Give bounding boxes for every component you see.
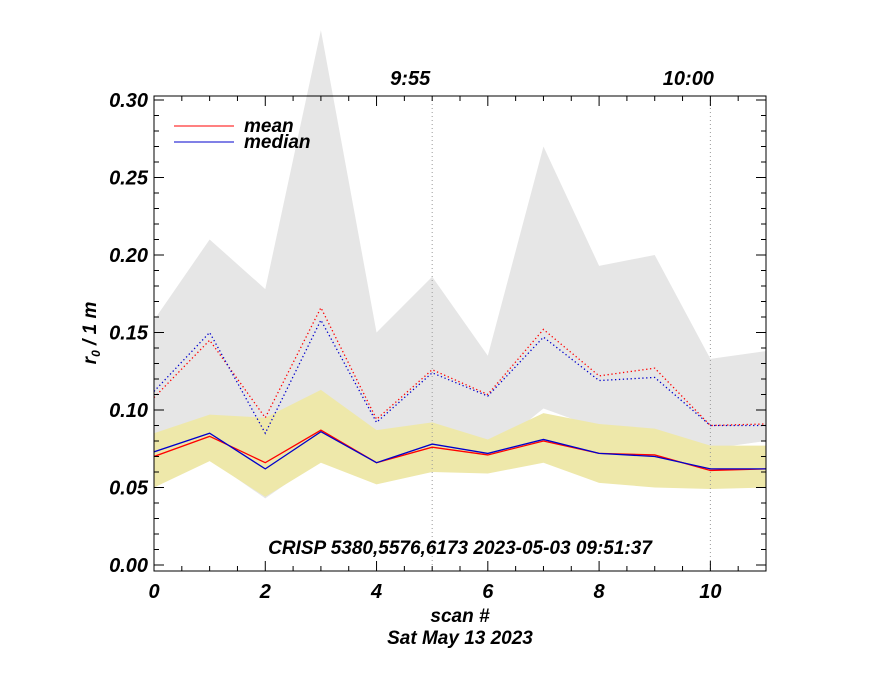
y-tick-label: 0.20	[109, 245, 148, 267]
legend-label-median: median	[244, 132, 311, 153]
legend: mean median	[174, 116, 311, 153]
y-tick-label: 0.30	[109, 90, 148, 112]
top-axis-label-0: 9:55	[390, 68, 431, 90]
annotation: CRISP 5380,5576,6173 2023-05-03 09:51:37	[268, 538, 653, 559]
series-line-median-dotted	[154, 318, 766, 435]
y-tick-label: 0.25	[109, 168, 149, 190]
series-layer	[154, 306, 766, 472]
x-tick-label: 10	[699, 581, 721, 603]
x-tick-label: 8	[594, 581, 606, 603]
top-axis-label-1: 10:00	[663, 68, 714, 90]
y-tick-label: 0.00	[109, 555, 148, 577]
ticks-layer	[153, 96, 767, 571]
x-axis-title: scan #	[430, 606, 490, 627]
y-axis-title: r0 / 1 m	[80, 302, 103, 365]
y-tick-label: 0.10	[109, 400, 148, 422]
legend-label-mean: mean	[244, 116, 294, 137]
gray-range-band	[154, 30, 766, 499]
yellow-range-band	[154, 389, 766, 497]
top-axis-labels: 9:55 10:00	[390, 68, 714, 90]
y-tick-label: 0.15	[109, 323, 149, 345]
y-axis-title-rest: / 1 m	[80, 302, 101, 351]
series-line-mean	[154, 429, 766, 472]
y-axis-title-main: r	[80, 355, 101, 364]
x-tick-label: 0	[148, 581, 159, 603]
series-line-median	[154, 430, 766, 470]
x-tick-label: 6	[482, 581, 494, 603]
y-tick-label: 0.05	[109, 478, 149, 500]
x-axis-subtitle: Sat May 13 2023	[387, 628, 533, 649]
y-axis-title-sub: 0	[89, 350, 103, 357]
tick-labels-layer: 0 2 4 6 8 10 0.00 0.05 0.10 0.15 0.20 0.25 0.30	[109, 90, 721, 603]
x-tick-label: 2	[259, 581, 271, 603]
bands-layer	[154, 30, 766, 499]
x-tick-label: 4	[370, 581, 382, 603]
